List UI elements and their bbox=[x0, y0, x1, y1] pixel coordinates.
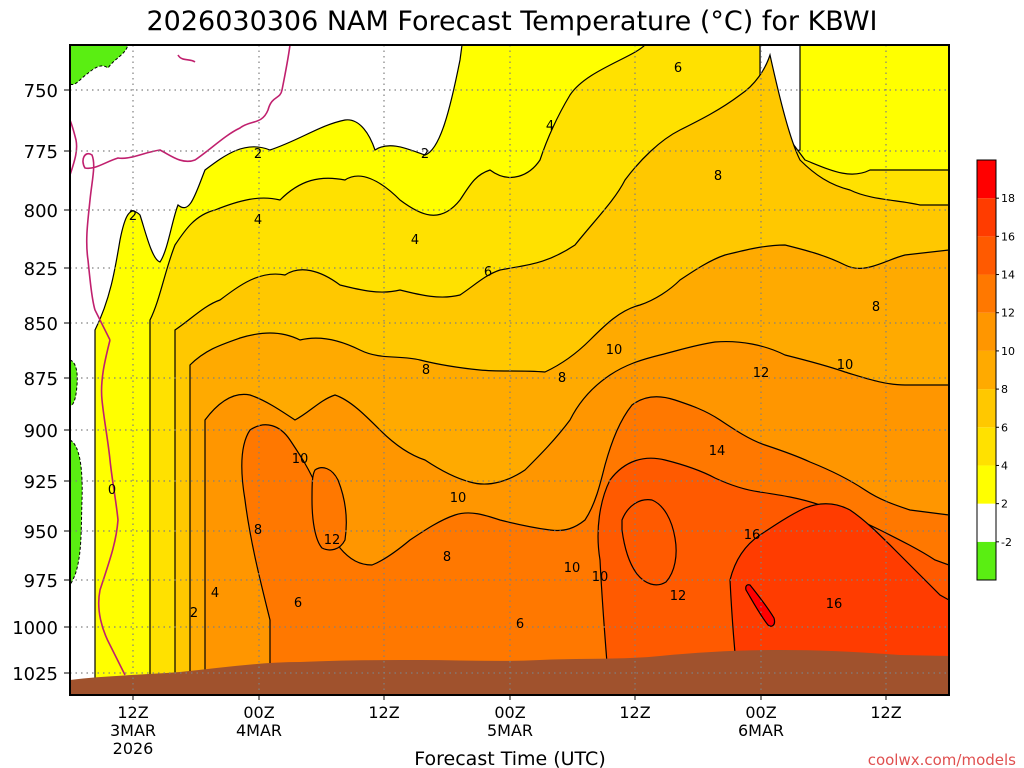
colorbar-bin bbox=[977, 350, 996, 390]
contour-label: 4 bbox=[254, 213, 262, 228]
colorbar-bin bbox=[977, 389, 996, 428]
colorbar-bin bbox=[977, 503, 996, 542]
colorbar-bin bbox=[977, 465, 996, 504]
contour-label: 2 bbox=[190, 606, 198, 621]
contour-label: 2 bbox=[421, 147, 429, 162]
x-tick-label: 12Z bbox=[117, 703, 148, 722]
y-tick-label: 825 bbox=[24, 259, 58, 280]
contour-label: 10 bbox=[837, 358, 854, 373]
y-tick-label: 900 bbox=[24, 421, 58, 442]
contour-label: 0 bbox=[108, 483, 116, 498]
colorbar-label: 14 bbox=[1001, 269, 1015, 282]
colorbar-label: 16 bbox=[1001, 230, 1015, 243]
x-tick-label: 12Z bbox=[368, 703, 399, 722]
x-tick-label: 6MAR bbox=[738, 721, 784, 740]
colorbar-label: 6 bbox=[1001, 421, 1008, 434]
contour-label: 6 bbox=[516, 617, 524, 632]
temperature-band bbox=[745, 584, 776, 627]
colorbar-label: 10 bbox=[1001, 345, 1015, 358]
x-tick-label: 12Z bbox=[870, 703, 901, 722]
contour-label: 12 bbox=[324, 533, 341, 548]
contour-label: 10 bbox=[592, 570, 609, 585]
subfreezing-area bbox=[70, 359, 78, 407]
colorbar-bin bbox=[977, 236, 996, 275]
contour-label: 2 bbox=[254, 147, 262, 162]
contour-label: 6 bbox=[294, 596, 302, 611]
temperature-field bbox=[70, 45, 949, 695]
colorbar-label: -2 bbox=[1001, 536, 1012, 549]
contour-label: 12 bbox=[670, 589, 687, 604]
contour-label: 10 bbox=[292, 452, 309, 467]
contour-label: 6 bbox=[484, 265, 492, 280]
contour-label: 8 bbox=[443, 550, 451, 565]
y-tick-label: 925 bbox=[24, 472, 58, 493]
x-axis-label: Forecast Time (UTC) bbox=[414, 748, 605, 768]
colorbar-label: 18 bbox=[1001, 192, 1015, 205]
colorbar-bin bbox=[977, 198, 996, 237]
colorbar-bin bbox=[977, 160, 996, 199]
contour-label: 2 bbox=[129, 209, 137, 224]
y-tick-label: 1000 bbox=[12, 618, 58, 639]
colorbar-bin bbox=[977, 312, 996, 351]
freezing-line bbox=[70, 119, 78, 176]
subfreezing-area bbox=[70, 45, 129, 85]
y-tick-label: 750 bbox=[24, 81, 58, 102]
x-tick-label: 00Z bbox=[494, 703, 525, 722]
contour-label: 10 bbox=[450, 491, 467, 506]
contour-label: 16 bbox=[826, 597, 843, 612]
colorbar-bin bbox=[977, 427, 996, 466]
temperature-band bbox=[311, 467, 347, 551]
contour-label: 4 bbox=[211, 586, 219, 601]
contour-label: 8 bbox=[422, 363, 430, 378]
subfreezing-area bbox=[70, 439, 83, 587]
chart-title: 2026030306 NAM Forecast Temperature (°C)… bbox=[147, 6, 878, 37]
freezing-line bbox=[177, 54, 196, 63]
freezing-line bbox=[82, 45, 291, 341]
contour-label: 10 bbox=[606, 343, 623, 358]
contour-label: 8 bbox=[872, 300, 880, 315]
x-tick-label: 4MAR bbox=[236, 721, 282, 740]
contour-label: 8 bbox=[714, 169, 722, 184]
y-tick-label: 1025 bbox=[12, 664, 58, 685]
contour-label: 16 bbox=[744, 528, 761, 543]
y-axis-ticks: 750 775 800 825 850 875 900 925 950 975 1000 1025 bbox=[12, 81, 70, 685]
x-tick-label: 12Z bbox=[619, 703, 650, 722]
colorbar-frame bbox=[976, 159, 997, 581]
colorbar: -2 2 4 6 8 10 12 14 16 18 bbox=[976, 159, 1015, 581]
y-tick-label: 875 bbox=[24, 369, 58, 390]
colorbar-bin bbox=[977, 274, 996, 313]
contour-label: 4 bbox=[546, 119, 554, 134]
x-tick-label: 3MAR bbox=[110, 721, 156, 740]
y-tick-label: 950 bbox=[24, 522, 58, 543]
colorbar-label: 4 bbox=[1001, 459, 1008, 472]
contour-label: 14 bbox=[709, 444, 726, 459]
contour-label: 4 bbox=[411, 233, 419, 248]
contour-label: 6 bbox=[674, 61, 682, 76]
colorbar-bin bbox=[977, 541, 996, 580]
x-tick-label: 5MAR bbox=[487, 721, 533, 740]
x-tick-label: 2026 bbox=[113, 739, 154, 758]
grid-lines bbox=[70, 45, 949, 695]
contour-label: 10 bbox=[564, 561, 581, 576]
colorbar-label: 12 bbox=[1001, 307, 1015, 320]
freezing-line bbox=[97, 339, 126, 676]
y-tick-label: 975 bbox=[24, 571, 58, 592]
y-tick-label: 775 bbox=[24, 142, 58, 163]
colorbar-label: 2 bbox=[1001, 498, 1008, 511]
y-tick-label: 850 bbox=[24, 314, 58, 335]
credit-text[interactable]: coolwx.com/models bbox=[868, 751, 1016, 768]
contour-label: 8 bbox=[558, 371, 566, 386]
colorbar-label: 8 bbox=[1001, 383, 1008, 396]
contour-label: 8 bbox=[254, 523, 262, 538]
x-tick-label: 00Z bbox=[745, 703, 776, 722]
contour-label: 12 bbox=[753, 366, 770, 381]
y-tick-label: 800 bbox=[24, 201, 58, 222]
x-tick-label: 00Z bbox=[243, 703, 274, 722]
